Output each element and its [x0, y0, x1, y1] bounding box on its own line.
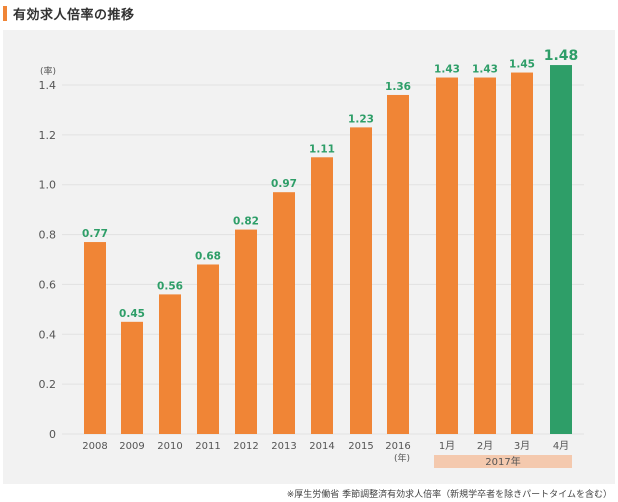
bar	[350, 127, 372, 434]
y-tick-label: 1.2	[39, 129, 57, 142]
data-label: 1.36	[385, 81, 411, 93]
y-tick-label: 0.4	[39, 328, 57, 341]
page-title: 有効求人倍率の推移	[13, 8, 135, 23]
y-tick-label: 1.4	[39, 79, 57, 92]
bar	[121, 321, 143, 434]
bar	[511, 72, 533, 435]
data-label: 0.45	[119, 308, 145, 320]
x-tick-label: 2010	[157, 441, 182, 452]
footnote: ※厚生労働省 季節調整済有効求人倍率（新規学卒者を除きパートタイムを含む）	[286, 490, 612, 500]
x-tick-label: 2008	[82, 441, 107, 452]
x-tick-label: 1月	[439, 440, 455, 452]
x-tick-label: 2014	[309, 441, 334, 452]
y-tick-label: 0.6	[39, 278, 57, 291]
data-label: 0.68	[195, 250, 221, 262]
bar	[84, 242, 106, 434]
group-band	[434, 455, 572, 468]
data-label: 0.56	[157, 280, 183, 292]
data-label: 1.23	[348, 113, 374, 125]
x-tick-label: 2013	[271, 441, 296, 452]
data-label: 0.77	[82, 228, 108, 240]
x-tick-label: 2015	[348, 441, 373, 452]
data-label: 1.48	[544, 48, 579, 64]
data-label: 0.97	[271, 178, 297, 190]
bar	[311, 157, 333, 435]
x-tick-label: 2009	[119, 441, 144, 452]
y-tick-label: 0.8	[39, 229, 57, 242]
bar	[474, 77, 496, 435]
x-tick-label: 3月	[514, 440, 530, 452]
x-tick-label: 2011	[195, 441, 220, 452]
x-tick-label: 2012	[233, 441, 258, 452]
bar	[159, 294, 181, 434]
data-label: 1.43	[434, 64, 460, 76]
x-tick-label: 2016	[385, 441, 410, 452]
y-axis-label: (率)	[40, 65, 56, 77]
data-label: 0.82	[233, 216, 259, 228]
data-label: 1.45	[509, 59, 535, 71]
title-accent-mark	[3, 6, 7, 21]
bar	[387, 94, 409, 434]
y-tick-label: 1.0	[39, 179, 57, 192]
x-tick-label: 4月	[553, 440, 569, 452]
bar	[235, 229, 257, 434]
data-label: 1.43	[472, 64, 498, 76]
group-label: 2017年	[485, 455, 520, 468]
bar	[197, 264, 219, 434]
bar	[273, 192, 295, 434]
y-tick-label: 0.2	[39, 378, 57, 391]
data-label: 1.11	[309, 143, 335, 155]
bar	[550, 65, 572, 435]
x-tick-label: 2月	[477, 440, 493, 452]
title-bar: 有効求人倍率の推移	[0, 0, 618, 26]
bar	[436, 77, 458, 435]
year-unit-label: (年)	[394, 452, 410, 464]
y-tick-label: 0	[49, 428, 56, 441]
